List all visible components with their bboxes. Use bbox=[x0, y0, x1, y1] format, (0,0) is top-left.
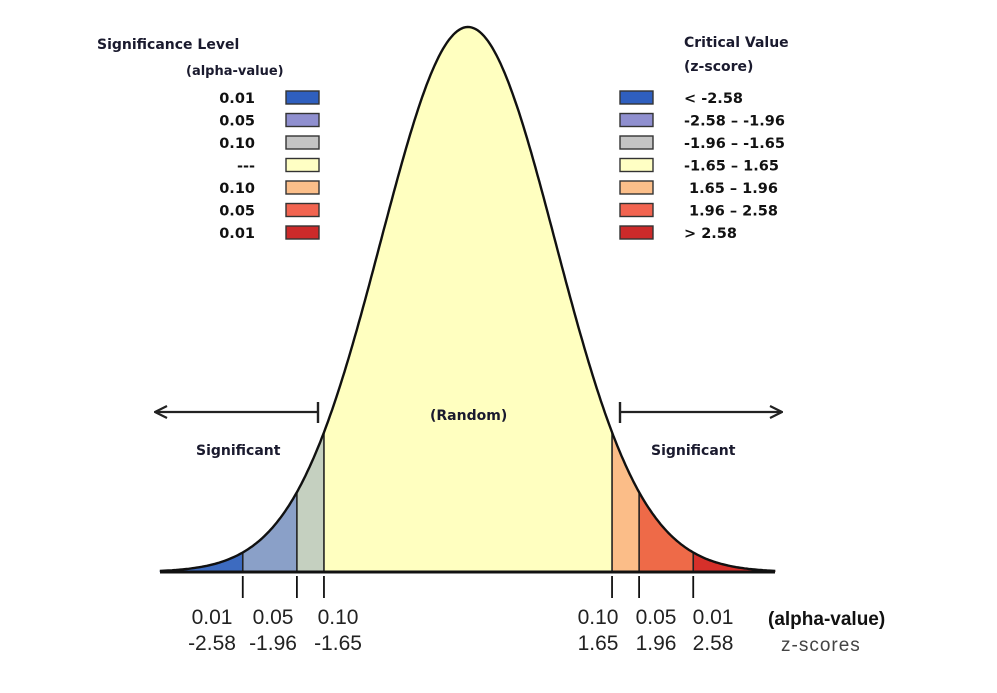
tick-zscore-label: 1.96 bbox=[636, 632, 677, 655]
critical-value-legend: Critical Value (z-score) < -2.58 -2.58 – … bbox=[619, 35, 789, 242]
legend-swatch bbox=[285, 180, 320, 195]
tick-alpha-label: 0.05 bbox=[253, 606, 294, 629]
curve-region-4 bbox=[612, 432, 640, 572]
significance-legend-title: Significance Level bbox=[97, 37, 239, 53]
significance-legend-items: 0.01 0.05 0.10 --- 0.10 0.05 0.01 bbox=[219, 90, 320, 242]
legend-swatch bbox=[285, 225, 320, 240]
tick-zscore-label: 1.65 bbox=[578, 632, 619, 655]
curve-regions bbox=[159, 27, 776, 572]
legend-label: --- bbox=[237, 159, 255, 175]
legend-label: 1.65 – 1.96 bbox=[684, 181, 778, 197]
legend-label: 0.01 bbox=[219, 226, 255, 242]
legend-swatch bbox=[285, 90, 320, 105]
significance-legend-subtitle: (alpha-value) bbox=[186, 64, 284, 79]
curve-region-3 bbox=[324, 27, 612, 572]
axis-ticks: 0.01 -2.58 0.05 -1.96 0.10 -1.65 0.10 1.65 0.05 1… bbox=[188, 576, 733, 655]
legend-swatch bbox=[619, 225, 654, 240]
legend-label: 0.10 bbox=[219, 181, 255, 197]
significant-left-label: Significant bbox=[196, 443, 281, 459]
tick-alpha-label: 0.01 bbox=[693, 606, 734, 629]
legend-swatch bbox=[619, 180, 654, 195]
tick-alpha-label: 0.01 bbox=[192, 606, 233, 629]
legend-label: -1.96 – -1.65 bbox=[684, 136, 785, 152]
legend-label: 0.05 bbox=[219, 204, 255, 220]
left-significant-arrow bbox=[156, 402, 320, 423]
tick-zscore-label: -2.58 bbox=[188, 632, 236, 655]
random-label: (Random) bbox=[430, 408, 507, 424]
significant-right-label: Significant bbox=[651, 443, 736, 459]
legend-label: -2.58 – -1.96 bbox=[684, 114, 785, 130]
legend-swatch bbox=[285, 157, 320, 173]
tick-alpha-label: 0.05 bbox=[636, 606, 677, 629]
curve-region-0 bbox=[159, 552, 243, 572]
legend-label: 1.96 – 2.58 bbox=[684, 204, 778, 220]
curve-region-2 bbox=[296, 432, 324, 572]
significance-level-legend: Significance Level (alpha-value) 0.010.0… bbox=[97, 37, 320, 242]
legend-swatch bbox=[285, 202, 320, 218]
legend-swatch bbox=[285, 112, 320, 128]
alpha-value-axis-title: (alpha-value) bbox=[768, 609, 885, 630]
legend-label: 0.01 bbox=[219, 91, 255, 107]
legend-label: 0.05 bbox=[219, 114, 255, 130]
legend-swatch bbox=[619, 90, 654, 105]
legend-label: > 2.58 bbox=[684, 226, 737, 242]
tick-zscore-label: -1.96 bbox=[249, 632, 297, 655]
tick-zscore-label: 2.58 bbox=[693, 632, 734, 655]
legend-label: < -2.58 bbox=[684, 91, 743, 107]
legend-swatch bbox=[619, 135, 654, 150]
legend-swatch bbox=[619, 202, 654, 218]
legend-swatch bbox=[619, 112, 654, 128]
z-scores-axis-title: z-scores bbox=[781, 635, 861, 656]
right-significant-arrow bbox=[618, 402, 781, 423]
tick-zscore-label: -1.65 bbox=[314, 632, 362, 655]
bell-curve-outline bbox=[159, 25, 776, 573]
tick-alpha-label: 0.10 bbox=[578, 606, 619, 629]
legend-label: 0.10 bbox=[219, 136, 255, 152]
curve-region-6 bbox=[693, 552, 776, 572]
critical-legend-items: < -2.58 -2.58 – -1.96 -1.96 – -1.65 -1.65 –… bbox=[619, 90, 785, 242]
legend-swatch bbox=[619, 157, 654, 173]
tick-alpha-label: 0.10 bbox=[318, 606, 359, 629]
critical-legend-title: Critical Value bbox=[684, 35, 789, 51]
critical-legend-subtitle: (z-score) bbox=[684, 59, 753, 75]
legend-swatch bbox=[285, 135, 320, 150]
legend-label: -1.65 – 1.65 bbox=[684, 159, 779, 175]
